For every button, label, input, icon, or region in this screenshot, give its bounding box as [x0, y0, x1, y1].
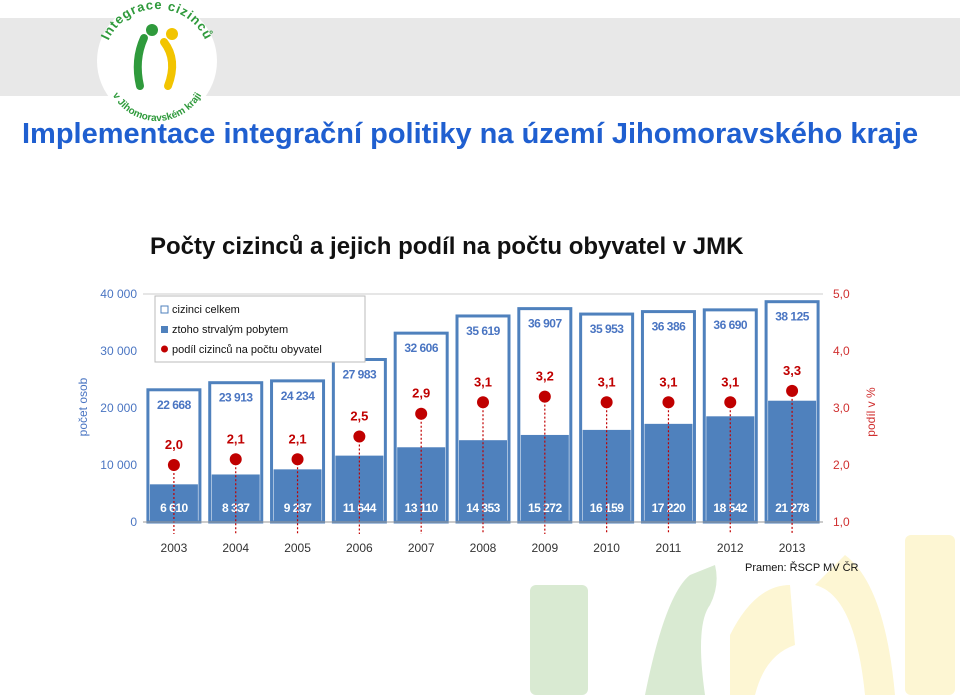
data-label-share: 3,1 — [598, 374, 616, 389]
source-note: Pramen: ŘSCP MV ČR — [745, 562, 859, 574]
x-tick-label: 2008 — [470, 541, 497, 555]
data-label-total: 24 234 — [281, 389, 316, 403]
x-tick-label: 2007 — [408, 541, 435, 555]
share-marker — [291, 453, 304, 466]
page-title: Implementace integrační politiky na územ… — [22, 118, 919, 150]
data-label-share: 3,3 — [783, 363, 801, 378]
data-label-permanent: 15 272 — [528, 501, 563, 515]
share-marker — [600, 396, 613, 409]
data-label-share: 2,9 — [412, 386, 430, 401]
data-label-permanent: 13 110 — [405, 501, 439, 515]
watermark-logo-icon — [530, 535, 955, 695]
y2-tick-label: 1,0 — [833, 515, 850, 529]
share-marker — [353, 430, 366, 443]
chart: 22 668 6 610 23 913 8 337 24 234 9 237 27 983 1… — [76, 287, 878, 555]
data-label-total: 23 913 — [219, 391, 254, 405]
share-marker — [724, 396, 737, 409]
x-tick-label: 2012 — [717, 541, 744, 555]
x-tick-label: 2013 — [779, 541, 806, 555]
y2-tick-label: 4,0 — [833, 344, 850, 358]
y-tick-label: 30 000 — [100, 344, 137, 358]
data-label-total: 35 953 — [590, 322, 625, 336]
bar-permanent — [211, 474, 260, 522]
data-label-total: 32 606 — [404, 341, 439, 355]
data-label-total: 36 907 — [528, 317, 563, 331]
y-tick-label: 0 — [130, 515, 137, 529]
data-label-permanent: 11 644 — [343, 501, 377, 515]
data-label-permanent: 16 159 — [590, 501, 625, 515]
logo-disc-icon — [97, 1, 217, 121]
bar-permanent — [397, 447, 446, 522]
legend-label-total: cizinci celkem — [172, 304, 240, 316]
x-tick-label: 2003 — [161, 541, 188, 555]
data-label-share: 3,1 — [659, 374, 677, 389]
x-tick-label: 2005 — [284, 541, 311, 555]
data-label-permanent: 18 542 — [713, 501, 748, 515]
data-label-share: 2,1 — [227, 431, 245, 446]
y-tick-label: 20 000 — [100, 401, 137, 415]
y-axis-label: počet osob — [76, 377, 90, 436]
legend-label-permanent: ztoho strvalým pobytem — [172, 324, 288, 336]
y-tick-label: 10 000 — [100, 458, 137, 472]
data-label-permanent: 9 237 — [284, 501, 312, 515]
data-label-share: 2,0 — [165, 437, 183, 452]
y2-axis-label: podíl v % — [864, 387, 878, 437]
x-tick-label: 2009 — [531, 541, 558, 555]
share-marker — [786, 384, 799, 397]
data-label-total: 35 619 — [466, 324, 501, 338]
data-label-share: 3,2 — [536, 369, 554, 384]
share-marker — [538, 390, 551, 403]
chart-subtitle: Počty cizinců a jejich podíl na počtu ob… — [150, 233, 744, 260]
data-label-total: 36 386 — [652, 320, 687, 334]
logo-figures-icon — [133, 24, 178, 90]
legend-box — [154, 295, 366, 363]
data-label-permanent: 8 337 — [222, 501, 250, 515]
y2-tick-label: 3,0 — [833, 401, 850, 415]
y2-tick-label: 5,0 — [833, 287, 850, 301]
bar-permanent — [768, 400, 817, 522]
x-tick-label: 2004 — [222, 541, 249, 555]
data-label-total: 38 125 — [775, 310, 810, 324]
share-marker — [167, 459, 180, 471]
x-tick-label: 2011 — [656, 541, 682, 555]
data-label-permanent: 17 220 — [652, 501, 687, 515]
data-label-share: 3,1 — [474, 374, 492, 389]
data-label-share: 2,5 — [350, 409, 368, 424]
logo: Integrace cizinců v Jihomoravském kraji — [97, 0, 217, 122]
legend-swatch-permanent — [161, 326, 168, 333]
data-label-share: 2,1 — [289, 431, 307, 446]
share-marker — [415, 407, 428, 420]
data-label-share: 3,1 — [721, 374, 739, 389]
data-label-total: 22 668 — [157, 398, 192, 412]
x-tick-label: 2010 — [593, 541, 620, 555]
bar-permanent — [459, 440, 507, 522]
share-marker — [662, 396, 675, 409]
share-marker — [477, 396, 489, 409]
x-tick-label: 2006 — [346, 541, 373, 555]
data-label-total: 36 690 — [713, 318, 748, 332]
share-marker — [229, 453, 242, 466]
data-label-permanent: 6 610 — [160, 501, 188, 515]
y-tick-label: 40 000 — [100, 287, 137, 301]
data-label-total: 27 983 — [343, 367, 378, 381]
data-label-permanent: 14 353 — [466, 501, 501, 515]
legend-label-share: podíl cizinců na počtu obyvatel — [172, 344, 322, 356]
legend-swatch-total — [160, 305, 169, 314]
data-label-permanent: 21 278 — [775, 501, 810, 515]
legend: cizinci celkem ztoho strvalým pobytem po… — [154, 295, 366, 363]
y2-tick-label: 2,0 — [833, 458, 850, 472]
legend-swatch-share — [161, 345, 168, 353]
bar-permanent — [706, 416, 755, 522]
